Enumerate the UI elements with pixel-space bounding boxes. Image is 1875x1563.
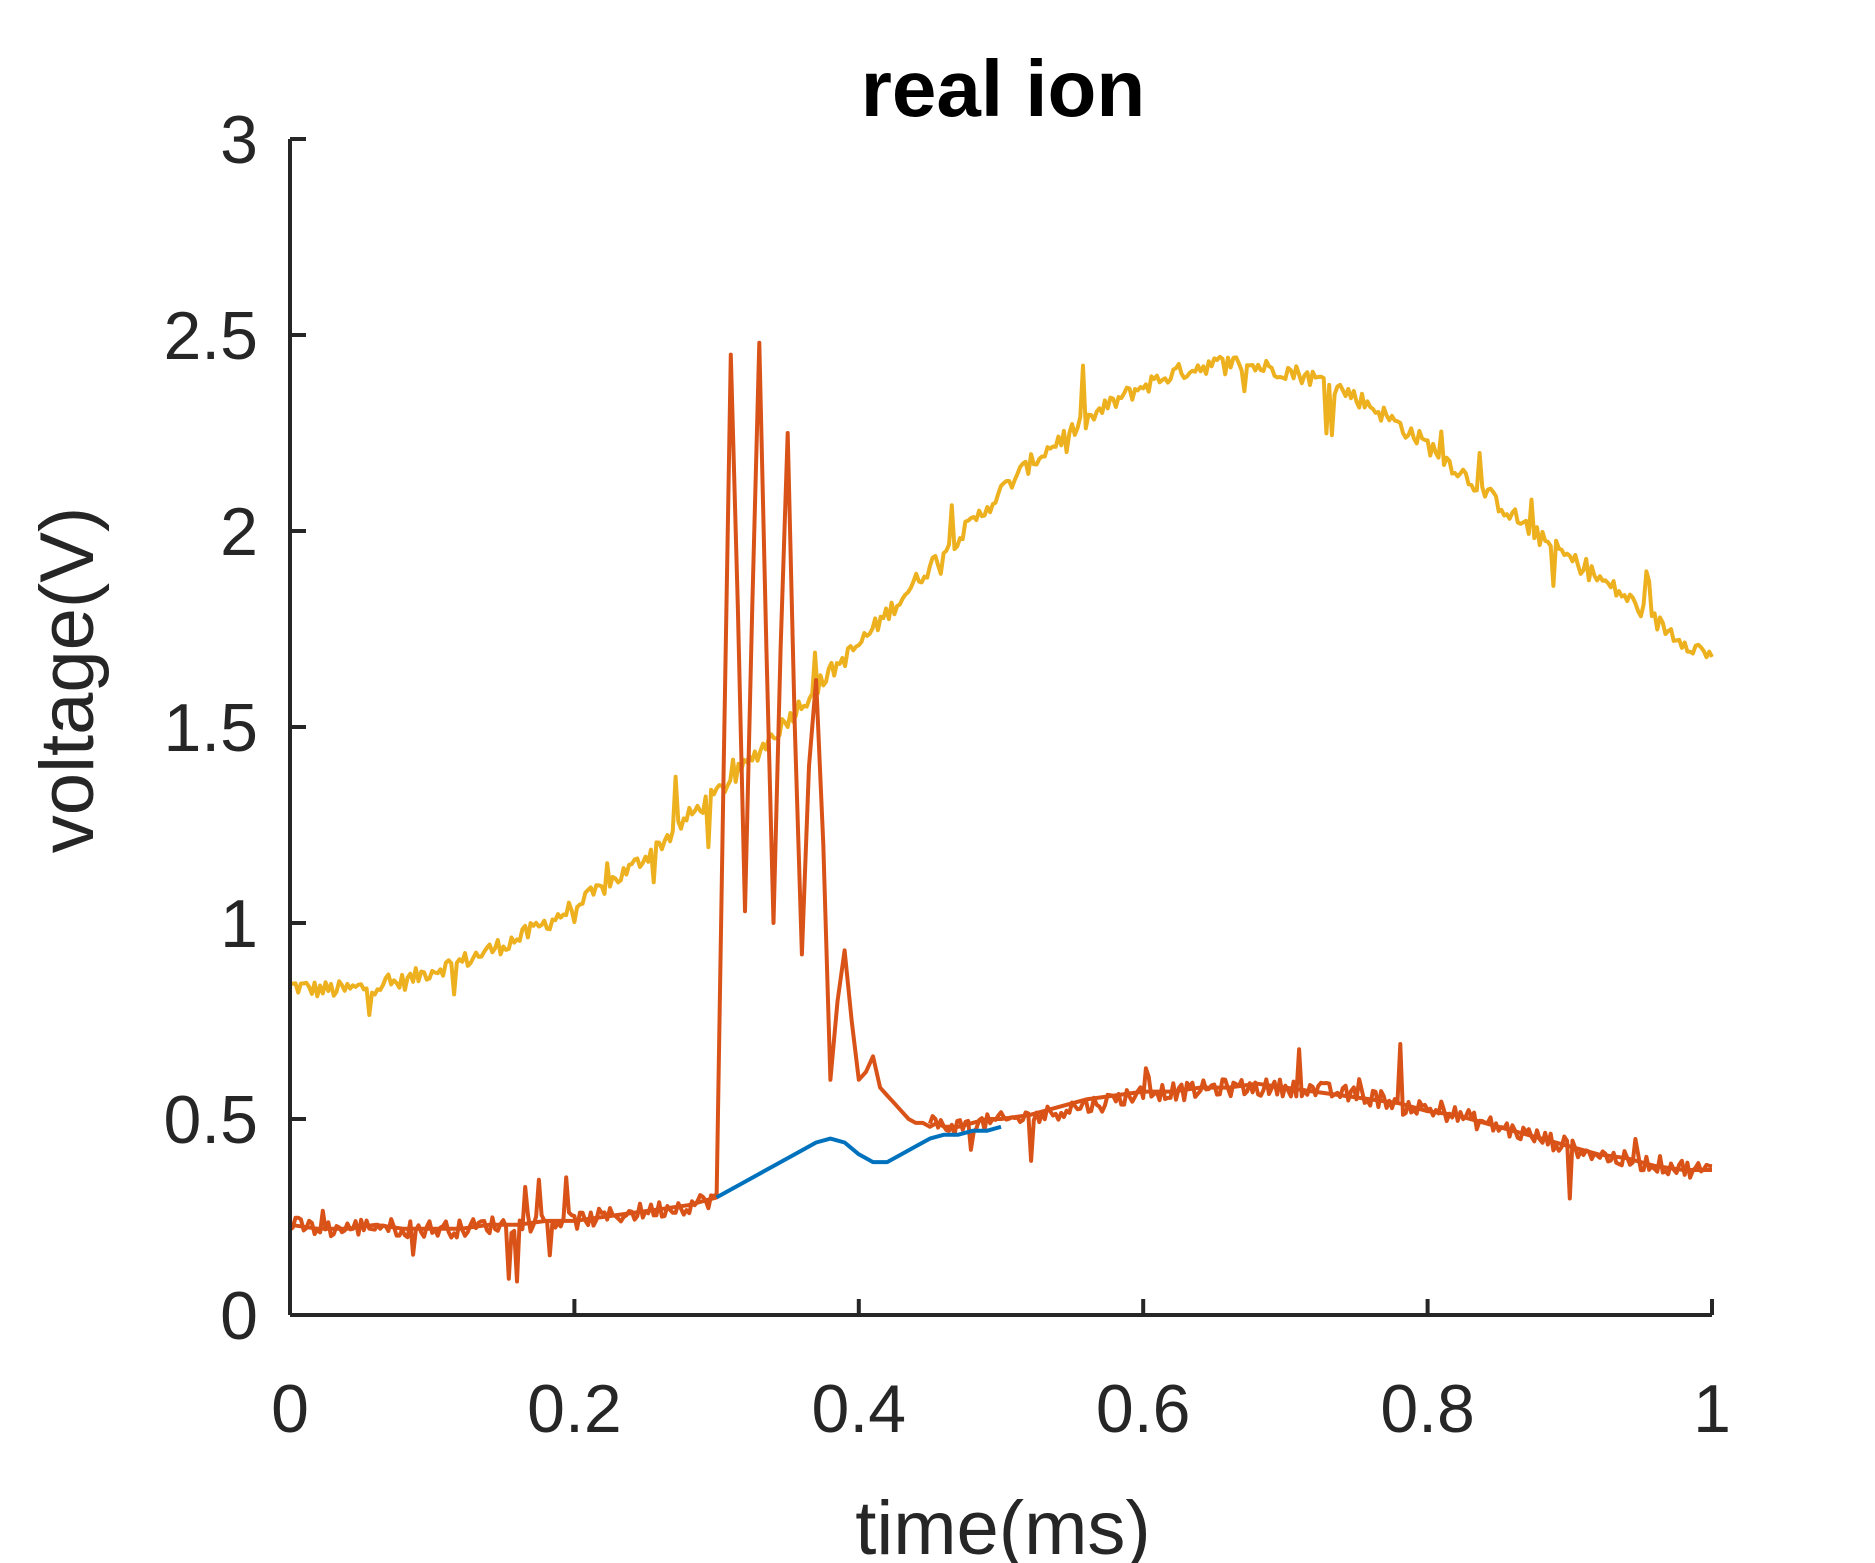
series-line-3 [928,1042,1713,1201]
series-line-2 [288,1175,718,1284]
x-tick-label: 0.2 [527,1371,622,1447]
chart-title: real ion [861,44,1146,133]
x-tick-label: 1 [1693,1371,1731,1447]
series-line-1 [289,340,1712,1231]
y-axis-title: voltage(V) [25,507,110,853]
y-tick-label: 3 [220,102,258,178]
x-tick-label: 0 [271,1371,309,1447]
y-tick-label: 2.5 [163,298,258,374]
y-tick-label: 0 [220,1278,258,1354]
x-axis-title: time(ms) [855,1486,1151,1563]
y-tick-label: 1.5 [163,690,258,766]
series-line-4 [715,1124,1002,1200]
x-tick-label: 0.8 [1380,1371,1475,1447]
series-line-0 [289,354,1714,1017]
y-tick-label: 0.5 [163,1082,258,1158]
series-layer [288,340,1714,1284]
x-tick-label: 0.4 [812,1371,907,1447]
y-tick-label: 1 [220,886,258,962]
x-tick-label: 0.6 [1096,1371,1191,1447]
axes-layer: 0 0.2 0.4 0.6 0.8 1 0 0.5 1 1.5 2 2.5 3 [163,102,1730,1447]
y-tick-label: 2 [220,494,258,570]
